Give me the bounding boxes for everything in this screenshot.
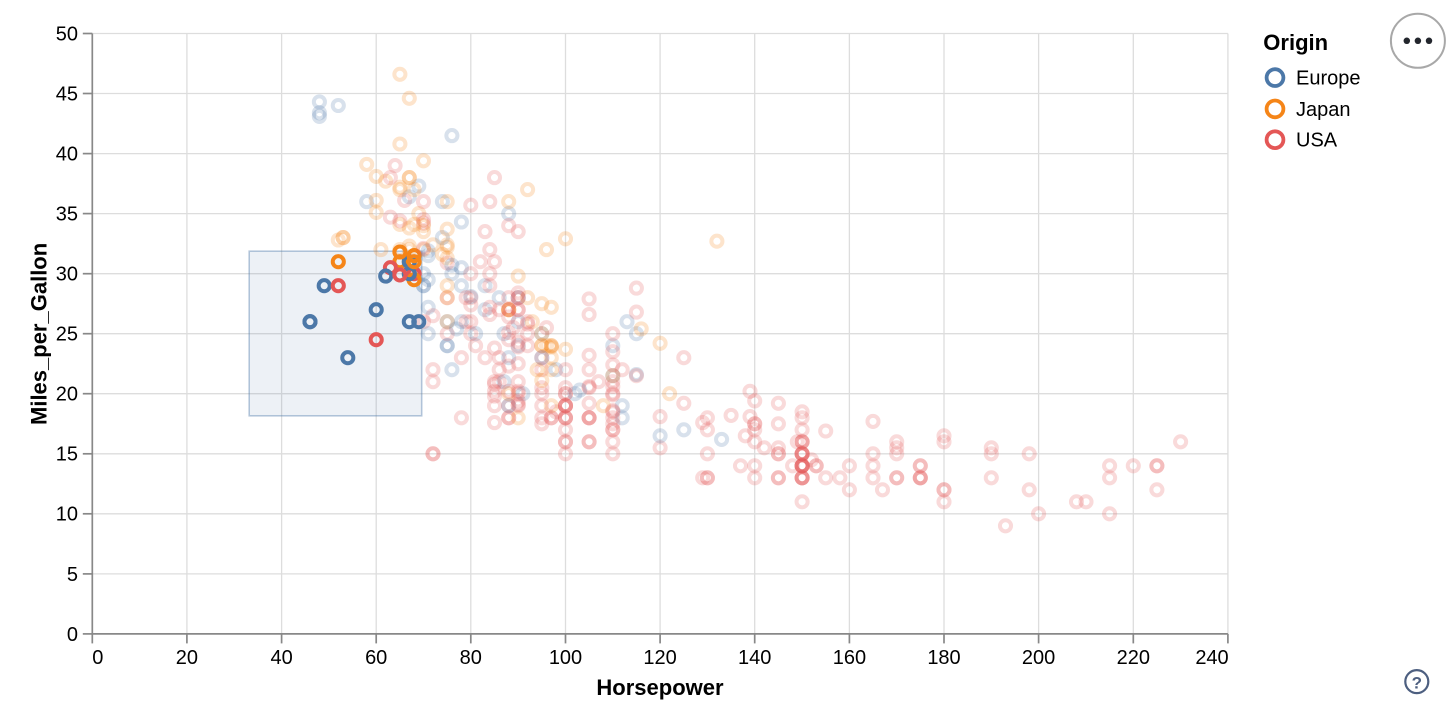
svg-text:USA: USA xyxy=(1296,130,1338,152)
svg-text:30: 30 xyxy=(56,264,78,286)
svg-text:80: 80 xyxy=(460,647,482,669)
svg-text:200: 200 xyxy=(1022,647,1055,669)
svg-text:?: ? xyxy=(1412,674,1422,693)
svg-text:40: 40 xyxy=(270,647,292,669)
svg-text:Horsepower: Horsepower xyxy=(596,675,724,700)
svg-text:120: 120 xyxy=(643,647,676,669)
svg-text:180: 180 xyxy=(927,647,960,669)
svg-text:Origin: Origin xyxy=(1263,30,1328,55)
svg-text:5: 5 xyxy=(67,564,78,586)
svg-text:160: 160 xyxy=(833,647,866,669)
svg-text:35: 35 xyxy=(56,204,78,226)
svg-text:100: 100 xyxy=(549,647,582,669)
svg-text:50: 50 xyxy=(56,23,78,45)
svg-text:10: 10 xyxy=(56,504,78,526)
svg-text:40: 40 xyxy=(56,144,78,166)
svg-text:Japan: Japan xyxy=(1296,99,1351,121)
svg-text:0: 0 xyxy=(67,624,78,646)
svg-text:45: 45 xyxy=(56,83,78,105)
svg-text:140: 140 xyxy=(738,647,771,669)
svg-text:20: 20 xyxy=(56,384,78,406)
svg-text:0: 0 xyxy=(92,647,103,669)
svg-text:240: 240 xyxy=(1195,647,1228,669)
svg-text:60: 60 xyxy=(365,647,387,669)
svg-text:Miles_per_Gallon: Miles_per_Gallon xyxy=(27,243,52,425)
svg-text:20: 20 xyxy=(176,647,198,669)
svg-text:25: 25 xyxy=(56,324,78,346)
svg-text:220: 220 xyxy=(1117,647,1150,669)
svg-text:15: 15 xyxy=(56,444,78,466)
svg-text:Europe: Europe xyxy=(1296,68,1361,90)
